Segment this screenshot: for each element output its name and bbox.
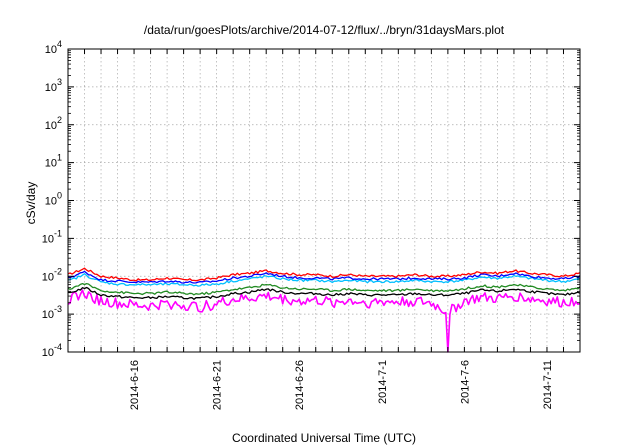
y-tick-exponent: 4 <box>57 39 62 49</box>
series-line <box>67 286 581 300</box>
series-line <box>67 267 581 282</box>
y-tick-label: 10-2 <box>42 266 62 283</box>
x-tick-labels: 2014-6-16 2014-6-21 2014-6-26 2014-7-1 2014-… <box>129 360 554 410</box>
chart-title: /data/run/goesPlots/archive/2014-07-12/f… <box>144 23 505 37</box>
y-tick-exponent: -3 <box>54 304 62 314</box>
y-axis-label: cSv/day <box>24 182 38 225</box>
x-tick-label: 2014-7-1 <box>377 360 389 404</box>
y-tick-label: 104 <box>45 39 62 56</box>
y-tick-exponent: 0 <box>57 191 62 201</box>
y-tick-exponent: -4 <box>54 342 62 352</box>
x-tick-label: 2014-7-6 <box>459 360 471 404</box>
series-line <box>67 273 581 287</box>
series-line <box>67 270 581 284</box>
y-tick-label: 102 <box>45 115 62 132</box>
y-tick-label: 101 <box>45 153 62 170</box>
series-line <box>67 289 581 353</box>
y-tick-exponent: -2 <box>54 266 62 276</box>
series-layer <box>67 267 581 353</box>
y-tick-exponent: 1 <box>57 153 62 163</box>
plot-frame <box>67 48 581 353</box>
y-tick-exponent: 3 <box>57 77 62 87</box>
series-line <box>67 282 581 296</box>
y-tick-exponent: -1 <box>54 228 62 238</box>
y-tick-label: 10-3 <box>42 304 62 321</box>
y-tick-label: 103 <box>45 77 62 94</box>
x-axis-label: Coordinated Universal Time (UTC) <box>232 431 416 445</box>
x-tick-label: 2014-6-26 <box>294 360 306 410</box>
y-tick-label: 10-4 <box>42 342 62 359</box>
y-tick-label: 10-1 <box>42 228 62 245</box>
y-tick-exponent: 2 <box>57 115 62 125</box>
y-tick-label: 100 <box>45 191 62 208</box>
x-tick-label: 2014-6-16 <box>129 360 141 410</box>
x-tick-label: 2014-6-21 <box>212 360 224 410</box>
x-tick-label: 2014-7-11 <box>542 360 554 409</box>
